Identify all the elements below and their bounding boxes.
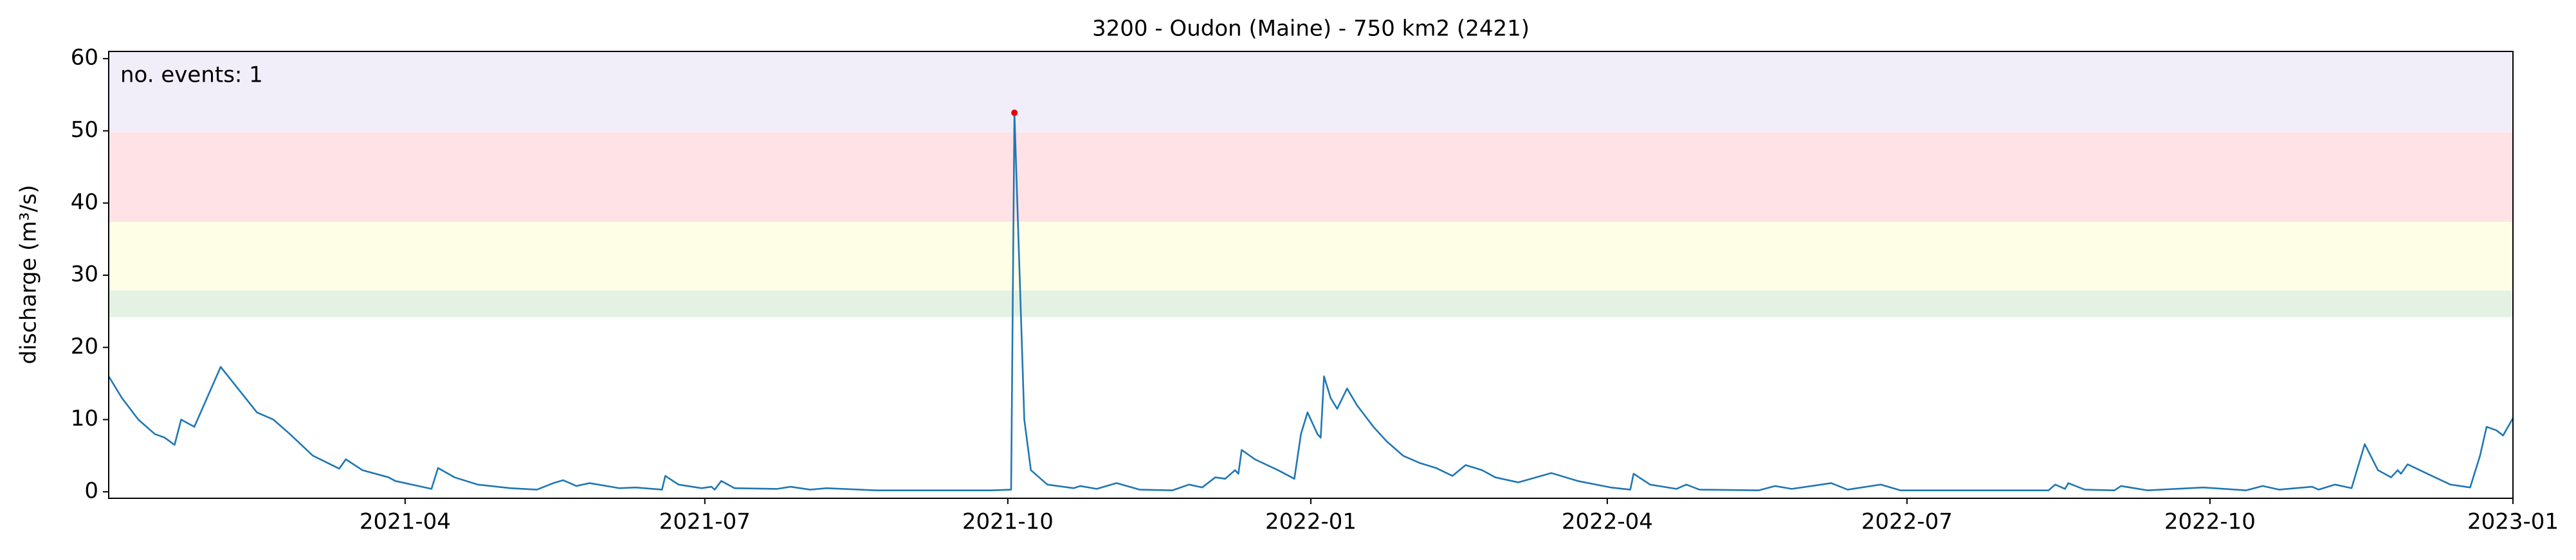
series-line <box>107 112 2514 491</box>
y-axis-label: discharge (m³/s) <box>16 185 42 365</box>
y-tick-label: 40 <box>71 189 98 215</box>
x-tick-label: 2022-01 <box>1265 509 1357 535</box>
y-tick-label: 50 <box>71 117 98 143</box>
chart-title: 3200 - Oudon (Maine) - 750 km2 (2421) <box>1092 16 1530 42</box>
event-point <box>1011 109 1018 116</box>
y-tick-label: 20 <box>71 334 98 359</box>
x-tick-label: 2022-10 <box>2164 509 2256 535</box>
threshold-band <box>109 51 2513 132</box>
x-tick-label: 2021-07 <box>659 509 751 535</box>
y-tick-label: 30 <box>71 262 98 287</box>
x-tick-label: 2022-07 <box>1861 509 1953 535</box>
threshold-band <box>109 132 2513 222</box>
x-tick-label: 2021-04 <box>360 509 451 535</box>
threshold-band <box>109 221 2513 291</box>
x-tick-label: 2023-01 <box>2467 509 2559 535</box>
threshold-band <box>109 290 2513 318</box>
y-tick-label: 60 <box>71 45 98 71</box>
x-tick-label: 2021-10 <box>962 509 1054 535</box>
event-count: no. events: 1 <box>120 62 263 88</box>
y-tick-label: 0 <box>84 478 98 503</box>
x-tick-label: 2022-04 <box>1562 509 1653 535</box>
plot-frame <box>108 51 2514 499</box>
y-tick-label: 10 <box>71 406 98 431</box>
